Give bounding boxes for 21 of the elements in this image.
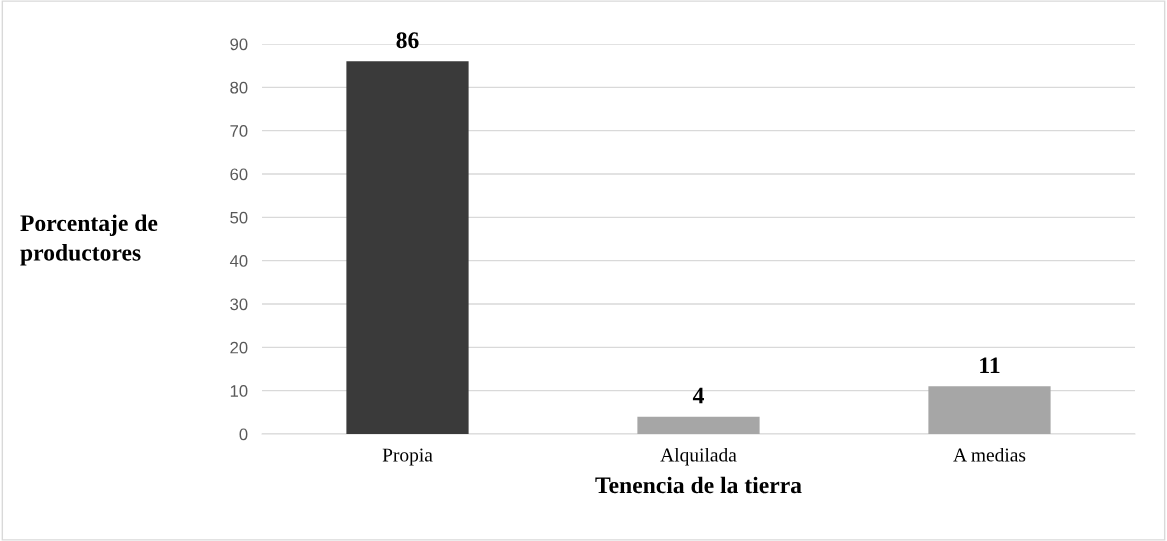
x-axis-title: Tenencia de la tierra [595,476,802,494]
y-axis-title: Porcentaje de productores [20,214,158,266]
y-tick-label: 10 [230,385,248,397]
y-tick-label: 40 [229,255,248,267]
bar [637,416,760,434]
bar [928,386,1051,434]
y-tick-label: 80 [230,81,248,94]
y-tick-label: 90 [230,38,248,51]
x-tick-label: Alquilada [660,447,737,466]
y-tick-label: 20 [230,341,248,354]
data-label: 4 [692,387,704,404]
y-tick-label: 0 [239,428,248,441]
y-tick-label: 50 [230,211,248,224]
data-label: 86 [396,32,419,49]
x-tick-label: Propia [382,448,433,466]
bar [346,61,469,434]
y-tick-label: 30 [230,298,248,311]
y-tick-label: 70 [230,125,248,137]
data-label: 11 [980,357,1000,373]
x-tick-label: A medias [953,447,1026,462]
y-tick-label: 60 [230,168,248,181]
